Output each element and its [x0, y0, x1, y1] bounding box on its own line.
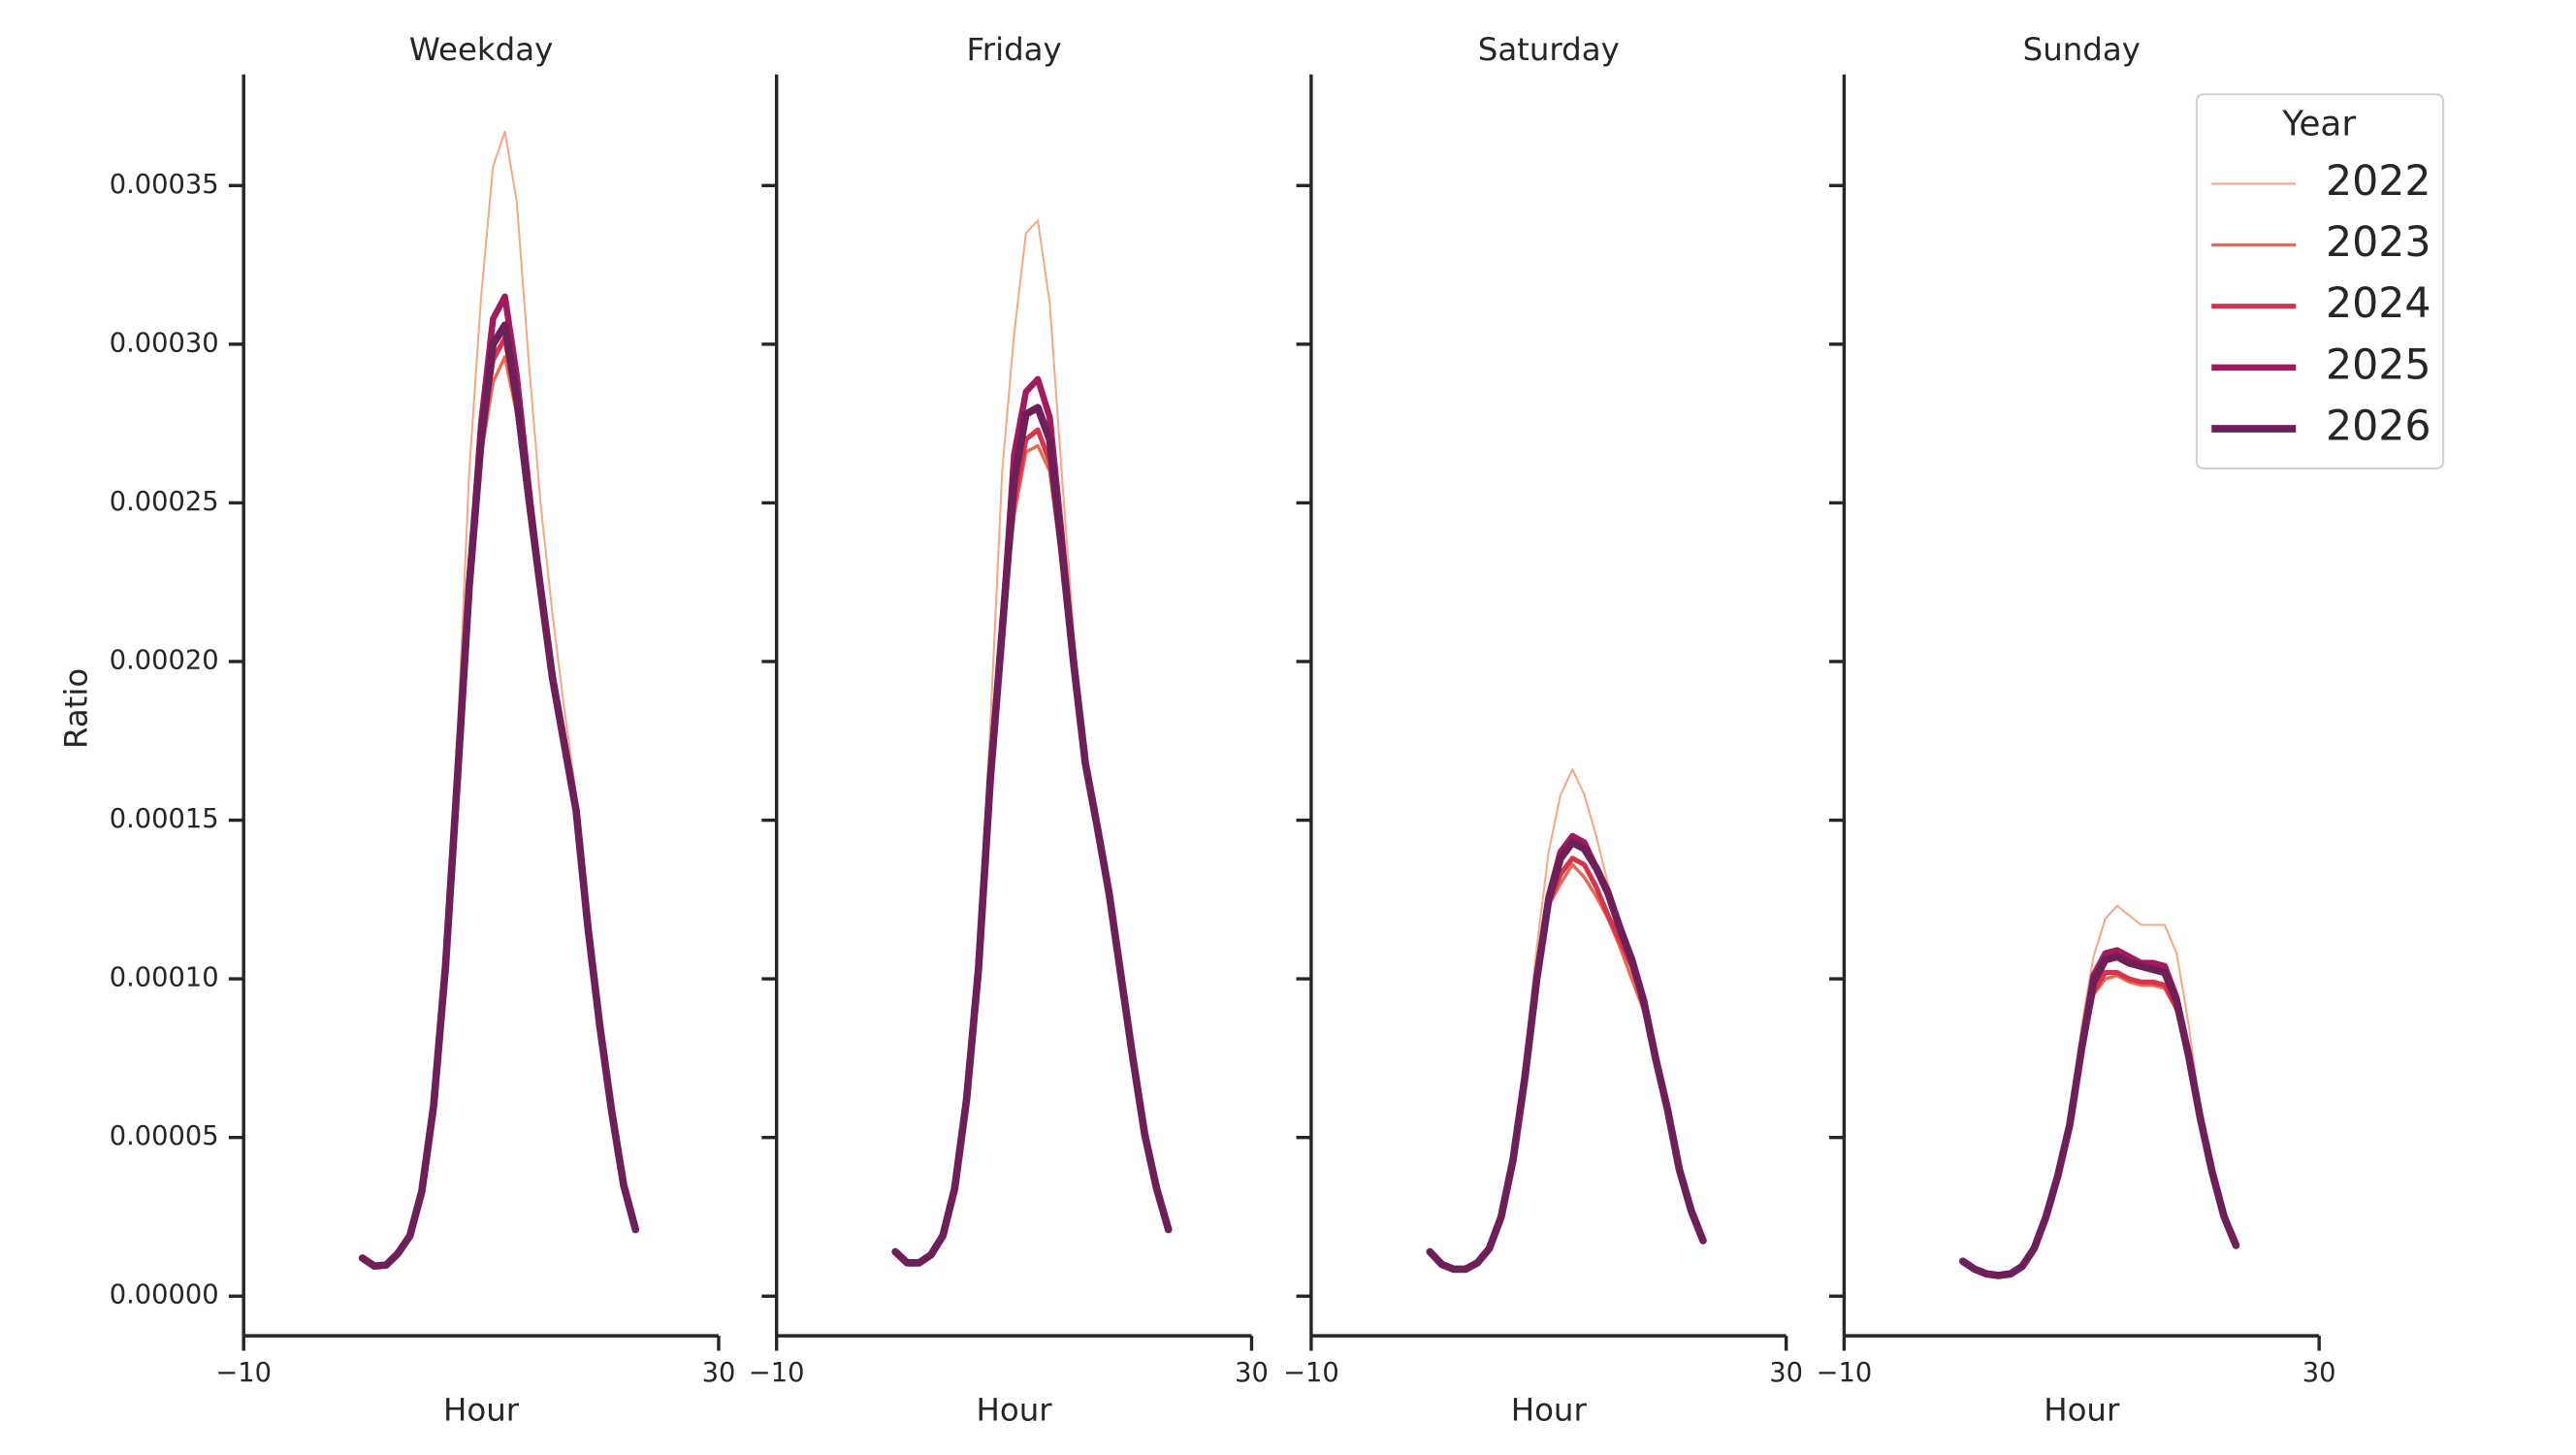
y-tick-label: 0.00025 [110, 487, 219, 517]
panel-title: Friday [966, 31, 1061, 68]
y-tick-label: 0.00005 [110, 1121, 219, 1151]
legend-label: 2025 [2326, 340, 2431, 389]
series-line [1427, 832, 1707, 1273]
panel-title: Weekday [409, 31, 553, 68]
y-tick-label: 0.00000 [110, 1280, 219, 1310]
series-line [892, 427, 1172, 1266]
series-line [358, 321, 640, 1271]
y-tick-label: 0.00035 [110, 170, 219, 200]
y-tick-label: 0.00020 [110, 645, 219, 675]
legend-label: 2023 [2326, 218, 2431, 267]
series-line [1961, 974, 2238, 1277]
legend-label: 2024 [2326, 279, 2431, 328]
series-line [1958, 953, 2240, 1279]
panel-title: Sunday [2023, 31, 2141, 68]
x-tick-label: 30 [2302, 1358, 2336, 1388]
series-line [360, 335, 638, 1269]
series-line [359, 293, 639, 1270]
series-line [1426, 838, 1707, 1274]
series-line [893, 443, 1171, 1265]
y-tick-label: 0.00030 [110, 328, 219, 358]
legend-label: 2026 [2326, 402, 2431, 450]
x-tick-label: −10 [1283, 1358, 1339, 1388]
x-axis-label: Hour [443, 1392, 520, 1429]
legend-title: Year [2281, 105, 2356, 145]
series-line [1428, 862, 1705, 1272]
x-tick-label: −10 [1817, 1358, 1873, 1388]
series-line [1960, 970, 2238, 1278]
x-tick-label: 30 [1235, 1358, 1269, 1388]
x-axis-label: Hour [1511, 1392, 1588, 1429]
legend-box [2195, 93, 2445, 469]
series-line [1427, 856, 1706, 1272]
series-line [891, 404, 1173, 1267]
y-tick-label: 0.00015 [110, 804, 219, 834]
series-line [891, 375, 1172, 1267]
x-axis-label: Hour [977, 1392, 1053, 1429]
y-tick-label: 0.00010 [110, 963, 219, 993]
series-line [1959, 947, 2239, 1279]
x-axis-label: Hour [2044, 1392, 2120, 1429]
y-axis-label: Ratio [58, 668, 95, 749]
x-tick-label: 30 [702, 1358, 736, 1388]
legend-label: 2022 [2326, 157, 2431, 206]
panel-title: Saturday [1478, 31, 1620, 68]
legend: Year 2022 2023 2024 2025 2026 [2195, 93, 2445, 469]
x-tick-label: −10 [215, 1358, 272, 1388]
x-tick-label: −10 [749, 1358, 805, 1388]
series-line [360, 355, 637, 1268]
series-line [894, 219, 1170, 1264]
x-tick-label: 30 [1769, 1358, 1803, 1388]
